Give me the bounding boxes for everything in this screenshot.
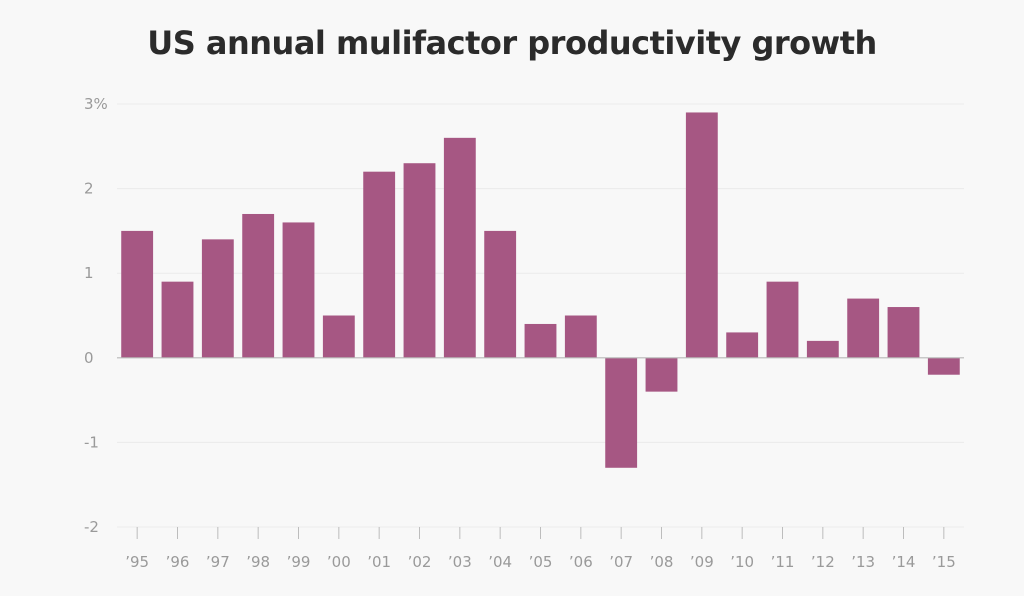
x-axis-ticks: ’95 ’96 ’97 ’98 ’99 ’00 ’01 ’02 ’03 ’04 ’05 ’06 ’07 ’… (125, 527, 956, 571)
bar (726, 332, 759, 358)
bar (484, 230, 517, 358)
x-tick-label: ’05 (529, 553, 553, 571)
bar (806, 340, 839, 358)
bar (645, 357, 678, 392)
x-tick-label: ’07 (609, 553, 633, 571)
bar (161, 281, 194, 358)
x-tick-label: ’13 (851, 553, 875, 571)
bar (766, 281, 799, 358)
bar (927, 357, 960, 375)
x-tick-label: ’15 (932, 553, 956, 571)
bar (403, 163, 436, 358)
bar (564, 315, 597, 358)
chart-title: US annual mulifactor productivity growth (147, 24, 877, 62)
y-axis-ticks: 3% 2 1 0 -1 -2 (84, 95, 108, 536)
x-tick-label: ’00 (327, 553, 351, 571)
x-tick-label: ’10 (730, 553, 754, 571)
bar (524, 323, 557, 358)
y-tick-label: 2 (84, 180, 94, 198)
x-tick-label: ’95 (125, 553, 149, 571)
x-tick-label: ’14 (892, 553, 916, 571)
bar (605, 357, 638, 468)
bars (121, 112, 960, 468)
x-tick-label: ’04 (488, 553, 512, 571)
y-tick-label: -1 (84, 433, 99, 451)
y-tick-label: 0 (84, 349, 94, 367)
bar (363, 171, 396, 358)
x-tick-label: ’01 (367, 553, 391, 571)
x-tick-label: ’98 (246, 553, 270, 571)
bar (282, 222, 315, 358)
bar (322, 315, 355, 358)
bar (847, 298, 880, 358)
bar (201, 239, 234, 358)
x-tick-label: ’99 (287, 553, 311, 571)
x-tick-label: ’02 (408, 553, 432, 571)
y-tick-label: 3% (84, 95, 108, 113)
bar (121, 230, 154, 358)
bar (443, 137, 476, 358)
x-tick-label: ’97 (206, 553, 230, 571)
bar (685, 112, 718, 358)
x-tick-label: ’08 (650, 553, 674, 571)
y-tick-label: -2 (84, 518, 99, 536)
x-tick-label: ’11 (771, 553, 795, 571)
x-tick-label: ’06 (569, 553, 593, 571)
y-tick-label: 1 (84, 264, 94, 282)
x-tick-label: ’03 (448, 553, 472, 571)
bar (242, 213, 275, 358)
x-tick-label: ’96 (166, 553, 190, 571)
bar (887, 307, 920, 358)
x-tick-label: ’12 (811, 553, 835, 571)
x-tick-label: ’09 (690, 553, 714, 571)
